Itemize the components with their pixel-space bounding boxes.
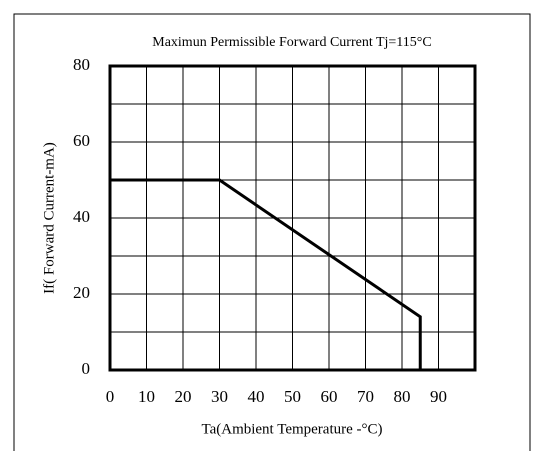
x-tick-label: 10 bbox=[138, 387, 155, 406]
x-tick-label: 30 bbox=[211, 387, 228, 406]
y-tick-label: 80 bbox=[73, 55, 90, 74]
x-tick-label: 0 bbox=[106, 387, 115, 406]
plot-border bbox=[108, 64, 477, 372]
x-tick-label: 90 bbox=[430, 387, 447, 406]
x-tick-label: 40 bbox=[248, 387, 265, 406]
x-tick-label: 80 bbox=[394, 387, 411, 406]
x-tick-label: 50 bbox=[284, 387, 301, 406]
x-axis-label: Ta(Ambient Temperature -°C) bbox=[201, 421, 382, 437]
x-tick-label: 20 bbox=[175, 387, 192, 406]
line bbox=[110, 178, 422, 370]
chart-title: Maximun Permissible Forward Current Tj=1… bbox=[152, 35, 431, 50]
x-tick-label: 60 bbox=[321, 387, 338, 406]
frame bbox=[13, 13, 531, 451]
y-tick-label: 60 bbox=[73, 131, 90, 150]
y-tick-label: 0 bbox=[82, 359, 91, 378]
y-tick-label: 40 bbox=[73, 207, 90, 226]
x-tick-label: 70 bbox=[357, 387, 374, 406]
y-tick-label: 20 bbox=[73, 283, 90, 302]
y-axis-label: If( Forward Current-mA) bbox=[41, 142, 57, 294]
